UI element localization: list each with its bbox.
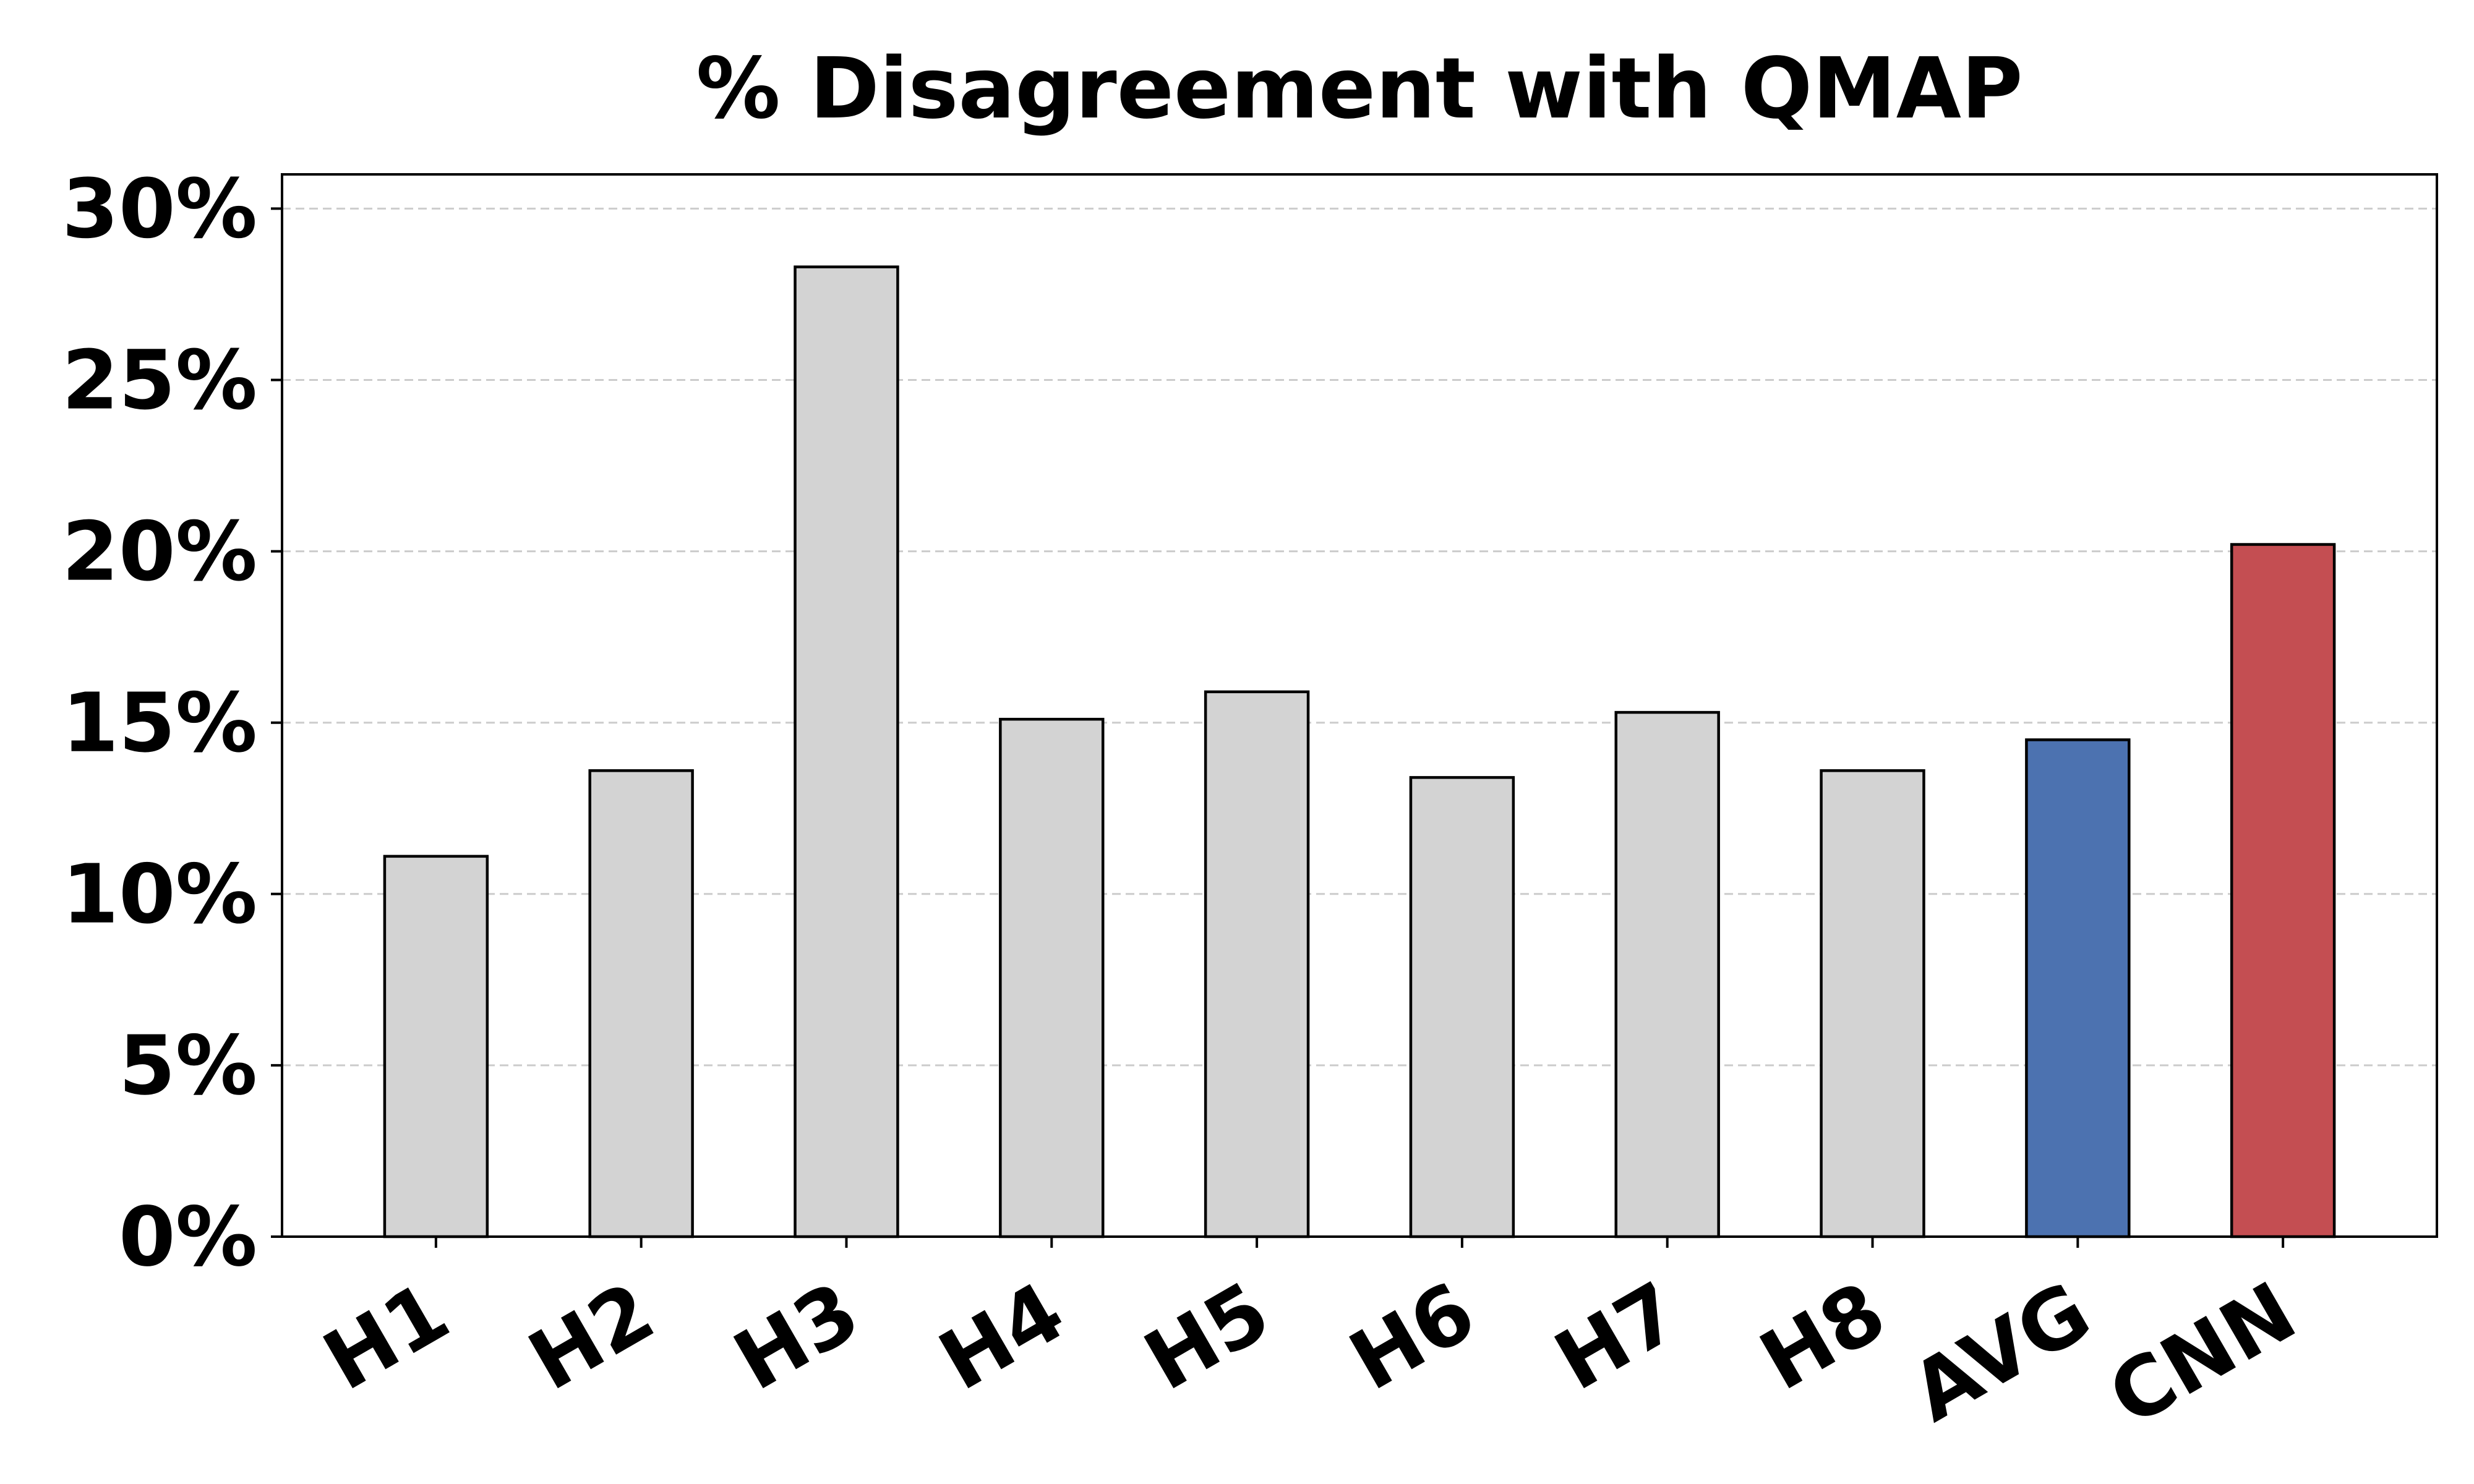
x-tick-label: H4: [924, 1264, 1080, 1409]
x-tick-label: CNN: [2094, 1264, 2311, 1444]
y-tick-label: 10%: [62, 847, 257, 942]
bar-h8: [1820, 769, 1925, 1239]
x-tick-label: H6: [1335, 1264, 1491, 1409]
bars: [383, 265, 2336, 1239]
x-tick-label: H2: [513, 1264, 669, 1409]
x-tick-label: H3: [719, 1264, 875, 1409]
x-tick-label: AVG: [1896, 1264, 2106, 1440]
y-tick-label: 25%: [62, 333, 257, 429]
plot-frame: [281, 173, 2438, 1238]
chart-title: % Disagreement with QMAP: [696, 40, 2022, 138]
x-tick-label: H7: [1539, 1264, 1695, 1409]
bar-h5: [1204, 690, 1310, 1239]
bar-h3: [794, 265, 899, 1239]
x-tick-label: H5: [1129, 1264, 1285, 1409]
y-tick-label: 15%: [62, 676, 257, 771]
bar-cnn: [2230, 543, 2336, 1239]
y-tick-label: 0%: [119, 1190, 257, 1285]
bar-h4: [999, 717, 1105, 1239]
bar-h6: [1409, 776, 1515, 1239]
x-tick-label: H8: [1745, 1264, 1901, 1409]
y-axis-ticks: 0% 5% 10% 15% 20% 25% 30%: [62, 161, 282, 1285]
y-tick-label: 5%: [119, 1018, 257, 1114]
x-tick-label: H1: [309, 1264, 464, 1409]
y-tick-label: 20%: [62, 505, 257, 600]
bar-avg: [2025, 738, 2131, 1239]
bar-h1: [383, 855, 489, 1239]
bar-h2: [588, 769, 694, 1239]
y-tick-label: 30%: [62, 161, 257, 257]
bar-h7: [1614, 710, 1720, 1239]
